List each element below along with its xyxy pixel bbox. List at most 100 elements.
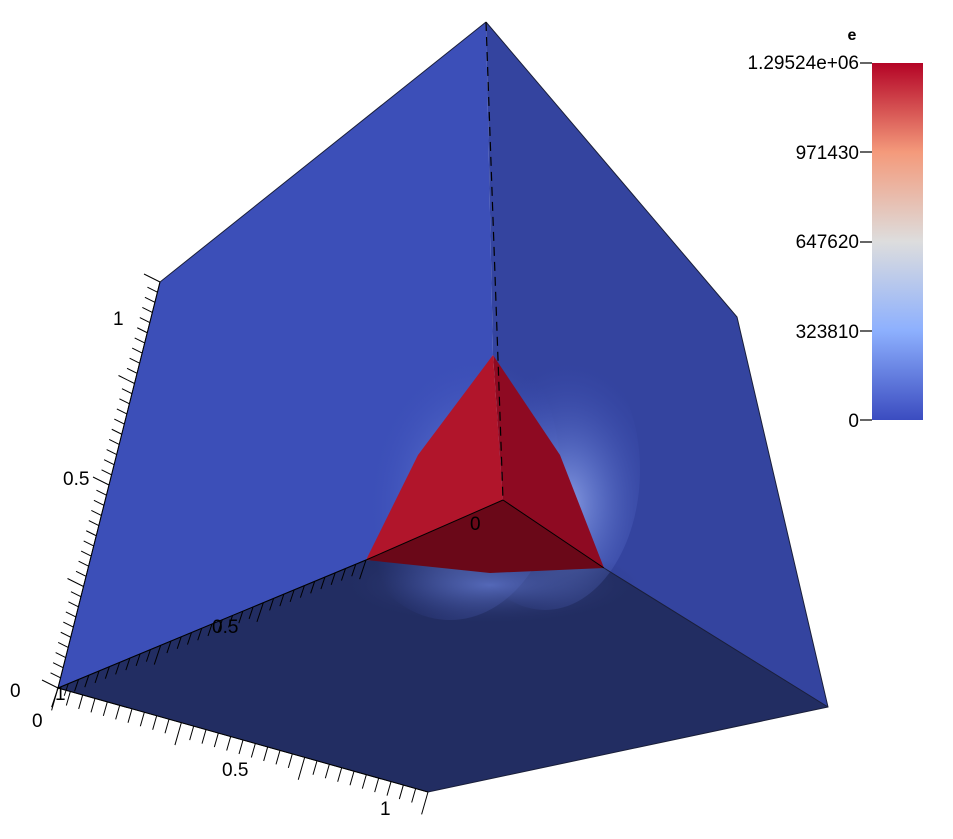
depth-axis-tick: [248, 606, 254, 620]
depth-axis-tick: [256, 602, 264, 623]
front-axis-tick: [361, 774, 367, 789]
vertical-axis-tick: [101, 469, 112, 476]
vertical-axis-tick: [126, 367, 138, 374]
colorbar-label-4: 323810: [796, 322, 859, 343]
depth-axis-tick: [269, 598, 275, 611]
depth-axis-tick: [166, 640, 172, 654]
vertical-axis-tick: [70, 591, 82, 598]
depth-axis-tick: [207, 623, 213, 637]
depth-axis-tick: [359, 559, 367, 580]
front-axis-tick: [201, 729, 207, 744]
colorbar: e 1.29524e+06 971430 647620 323810 0: [748, 27, 923, 432]
front-axis-tick: [312, 760, 318, 775]
depth-axis-tick: [289, 589, 295, 603]
depth-axis-tick: [63, 683, 69, 696]
depth-axis-tick: [217, 619, 223, 632]
vertical-axis-tick: [78, 560, 89, 567]
hot-region-right: [493, 355, 604, 568]
vertical-axis-tick: [55, 652, 66, 658]
vertical-axis-tick: [119, 398, 130, 405]
front-axis-tick: [374, 777, 380, 793]
vertical-axis-tick: [121, 388, 133, 395]
depth-axis-tick: [320, 576, 326, 590]
vertical-axis-tick: [83, 540, 94, 547]
vertical-axis-tick: [139, 317, 151, 324]
vertical-axis-tick: [63, 621, 74, 628]
vertical-axis-tick: [96, 489, 107, 496]
vertical-axis-tick: [143, 273, 161, 283]
depth-axis-tick: [310, 581, 316, 594]
front-axis-tick: [65, 691, 71, 706]
front-axis-tick: [324, 764, 330, 779]
depth-axis-tick: [115, 662, 121, 675]
hidden-edge-left: [365, 499, 504, 561]
depth-axis-tick: [176, 636, 182, 649]
vertical-axis-tick: [86, 530, 97, 537]
vertical-axis-tick: [93, 499, 105, 506]
depth-axis-tick: [153, 645, 162, 665]
corner-axis-label-1: 1: [55, 684, 66, 705]
vertical-axis-tick: [80, 550, 92, 557]
vertical-axis-tick: [92, 476, 110, 486]
vertical-axis-tick: [41, 679, 59, 689]
depth-axis-label-0: 0: [470, 514, 481, 535]
front-axis-tick: [51, 687, 59, 711]
vertical-axis-label-1: 1: [113, 309, 124, 330]
vertical-axis-tick: [114, 418, 125, 425]
vertical-axis-tick: [134, 337, 145, 344]
front-axis-tick: [287, 753, 293, 769]
vertical-axis-tick: [111, 428, 122, 435]
depth-axis-tick: [238, 611, 244, 624]
vertical-axis-tick: [103, 459, 115, 466]
vertical-axis-tick: [60, 631, 71, 638]
vertical-axis: [41, 273, 161, 689]
front-axis-tick: [398, 784, 404, 800]
front-axis-tick: [238, 739, 244, 755]
colorbar-label-3: 647620: [796, 232, 859, 253]
depth-axis-tick: [351, 564, 357, 577]
front-axis-label-0.5: 0.5: [222, 760, 248, 781]
depth-axis: [51, 559, 367, 708]
front-axis-tick: [421, 791, 429, 815]
hot-region-left: [366, 355, 503, 560]
vertical-axis-tick: [68, 601, 79, 608]
vertical-axis-tick: [91, 510, 102, 516]
depth-axis-tick: [279, 593, 285, 607]
vertical-axis-tick: [144, 296, 156, 303]
depth-axis-tick: [186, 632, 192, 645]
front-axis-tick: [164, 719, 170, 734]
depth-axis-tick: [330, 572, 336, 585]
colorbar-title: e: [848, 27, 857, 44]
hidden-vertical-edge: [485, 21, 504, 501]
depth-axis-tick: [340, 568, 346, 581]
depth-axis-tick: [228, 615, 234, 628]
vertical-axis-tick: [52, 662, 64, 669]
depth-axis-tick: [299, 585, 305, 598]
vertical-axis-label-0: 0: [10, 681, 21, 702]
front-axis: [51, 687, 429, 815]
front-axis-tick: [152, 715, 158, 730]
front-axis-tick: [90, 698, 96, 713]
front-axis-tick: [78, 694, 84, 710]
front-axis-label-1: 1: [380, 799, 391, 820]
depth-axis-tick: [135, 653, 141, 667]
depth-axis-tick: [145, 649, 151, 662]
front-axis-tick: [337, 767, 343, 782]
vertical-axis-tick: [67, 578, 84, 587]
depth-axis-tick: [197, 628, 203, 641]
vertical-axis-tick: [88, 520, 100, 527]
front-axis-tick: [349, 771, 355, 786]
vertical-axis-tick: [131, 347, 143, 354]
colorbar-label-min: 0: [848, 411, 859, 432]
front-axis-tick: [263, 746, 269, 762]
vertical-axis-tick: [108, 438, 120, 445]
colorbar-label-2: 971430: [796, 143, 859, 164]
depth-axis-tick: [104, 666, 110, 679]
vertical-axis-tick: [118, 375, 135, 384]
front-axis-tick: [127, 708, 133, 723]
depth-axis-label-0.5: 0.5: [212, 617, 238, 638]
vertical-axis-tick: [129, 357, 140, 364]
hidden-edge-right: [502, 499, 605, 569]
vertical-axis-tick: [65, 611, 77, 618]
